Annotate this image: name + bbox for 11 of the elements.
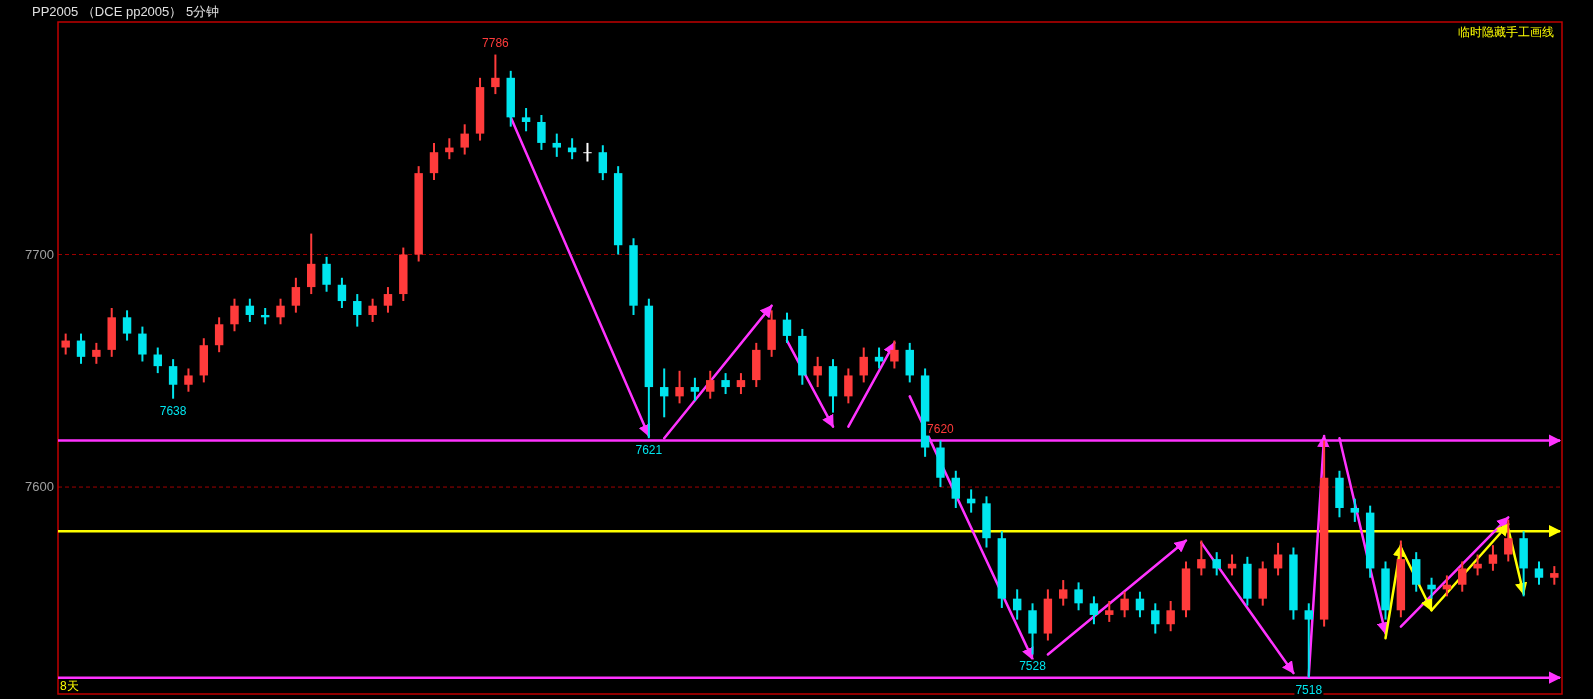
annotation: 7621 (635, 443, 663, 458)
annotation: 7528 (1019, 659, 1047, 674)
annotation: 7620 (927, 421, 955, 436)
annotation: 7518 (1295, 682, 1323, 697)
annotation: 8天 (60, 679, 79, 693)
chart-title: PP2005 （DCE pp2005） 5分钟 (32, 4, 220, 19)
annotation: 临时隐藏手工画线 (1458, 25, 1554, 39)
y-tick-label: 7600 (25, 479, 54, 495)
annotation: 7638 (159, 403, 187, 418)
y-tick-label: 7700 (25, 246, 54, 262)
annotation: 7786 (482, 35, 510, 50)
